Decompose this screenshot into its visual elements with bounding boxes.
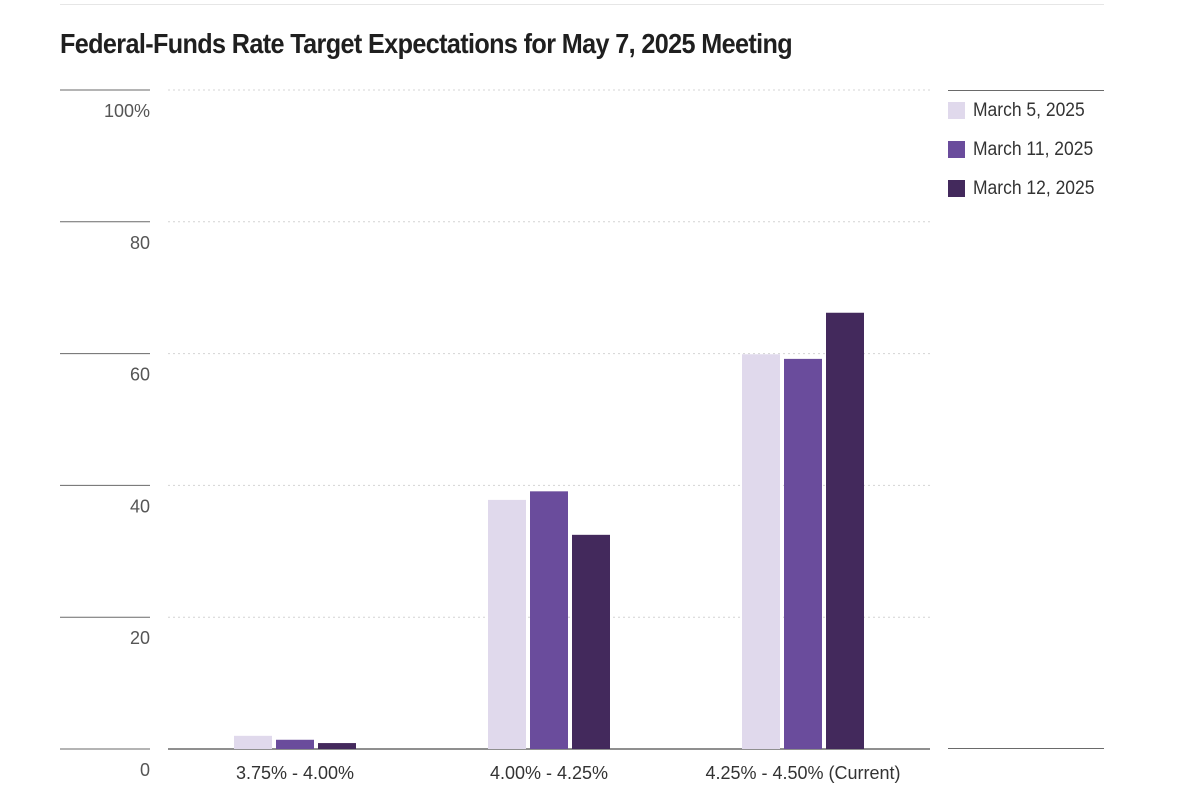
x-tick-label: 4.25% - 4.50% (Current) — [705, 763, 900, 783]
y-tick-label: 20 — [130, 628, 150, 648]
x-tick-label: 3.75% - 4.00% — [236, 763, 354, 783]
legend-swatch — [948, 180, 965, 197]
bar — [742, 354, 780, 749]
bar — [530, 491, 568, 749]
bar — [572, 534, 610, 749]
legend-bottom-rule — [948, 748, 1104, 749]
legend-top-rule — [948, 90, 1104, 91]
bar — [318, 743, 356, 749]
bar — [784, 358, 822, 749]
legend-item-march-5: March 5, 2025 — [948, 91, 1104, 130]
y-tick-label: 80 — [130, 233, 150, 253]
x-tick-label: 4.00% - 4.25% — [490, 763, 608, 783]
bar — [276, 739, 314, 749]
legend-label: March 11, 2025 — [973, 138, 1094, 160]
bar — [826, 312, 864, 749]
legend-item-march-11: March 11, 2025 — [948, 130, 1104, 169]
y-tick-label: 0 — [140, 760, 150, 780]
legend-label: March 5, 2025 — [973, 99, 1085, 121]
y-tick-label: 40 — [130, 496, 150, 516]
chart-title: Federal-Funds Rate Target Expectations f… — [60, 28, 793, 59]
legend: March 5, 2025 March 11, 2025 March 12, 2… — [948, 90, 1104, 208]
legend-label: March 12, 2025 — [973, 177, 1095, 199]
y-tick-label: 60 — [130, 365, 150, 385]
legend-swatch — [948, 102, 965, 119]
y-tick-label: 100% — [104, 101, 150, 121]
legend-swatch — [948, 141, 965, 158]
bar — [234, 735, 272, 749]
bar — [488, 499, 526, 749]
top-divider — [60, 4, 1104, 5]
legend-item-march-12: March 12, 2025 — [948, 169, 1104, 208]
